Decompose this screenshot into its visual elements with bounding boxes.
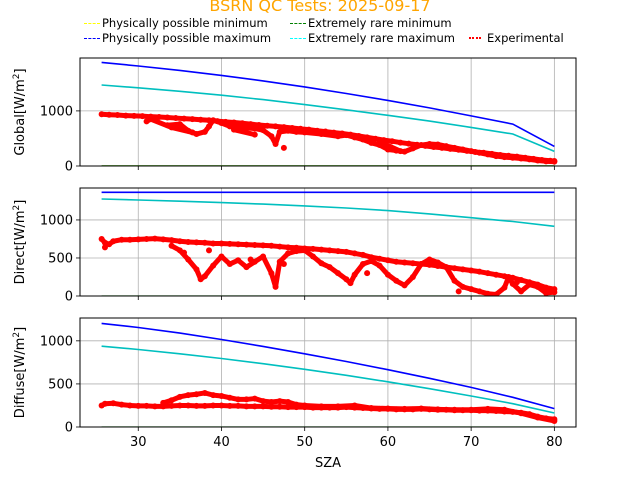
x-tick-label: 40 <box>213 435 230 450</box>
y-tick-label: 0 <box>65 421 73 436</box>
legend-swatch-phys-min <box>84 22 100 24</box>
legend-label-phys-min: Physically possible minimum <box>102 16 268 30</box>
legend-swatch-rare-max <box>290 37 306 39</box>
panel-diffuse: 0 500 1000 Diffuse[W/m2] 30 40 50 60 70 80 SZA <box>12 317 577 471</box>
series-rare-max <box>101 198 555 228</box>
x-tick-label: 50 <box>296 435 313 450</box>
experimental-point <box>397 148 404 155</box>
series-rare-max <box>101 84 555 153</box>
y-label-close: ] <box>13 68 28 73</box>
experimental-segment <box>260 253 274 276</box>
y-label-text: Diffuse[W/m <box>13 338 28 419</box>
legend-entry-phys-min: Physically possible minimum <box>84 16 268 30</box>
x-axis-label: SZA <box>315 456 341 471</box>
y-tick-label: 0 <box>65 160 73 175</box>
y-label-superscript: 2 <box>12 205 22 211</box>
legend-swatch-phys-max <box>84 37 100 39</box>
experimental-segment <box>169 124 195 135</box>
y-tick-label: 0 <box>65 290 73 305</box>
experimental-point <box>181 249 188 256</box>
y-tick-label: 500 <box>48 251 73 266</box>
series-experimental <box>98 235 558 296</box>
legend-label-phys-max: Physically possible maximum <box>102 31 272 45</box>
experimental-point <box>101 244 108 251</box>
experimental-segment <box>377 139 403 154</box>
experimental-point <box>247 256 254 263</box>
experimental-point <box>551 158 558 165</box>
y-tick-label: 1000 <box>40 334 73 349</box>
legend-entry-phys-max: Physically possible maximum <box>84 31 271 45</box>
experimental-segment <box>231 127 258 138</box>
y-tick-label: 500 <box>48 377 73 392</box>
series-experimental <box>98 389 558 424</box>
experimental-point <box>280 261 287 268</box>
x-tick-label: 70 <box>463 435 480 450</box>
experimental-point <box>455 288 462 295</box>
x-tick-label: 60 <box>380 435 397 450</box>
plot-content <box>98 61 558 166</box>
series-phys-max <box>101 322 555 410</box>
experimental-segment <box>273 259 283 290</box>
legend-entry-experimental: Experimental <box>469 31 564 45</box>
y-label-close: ] <box>13 200 28 205</box>
legend-swatch-experimental <box>469 37 481 39</box>
x-tick-label: 80 <box>546 435 563 450</box>
series-rare-max <box>101 345 555 414</box>
y-axis-label: Diffuse[W/m2] <box>12 327 28 418</box>
y-tick-label: 1000 <box>40 213 73 228</box>
series-experimental <box>98 111 558 165</box>
chart-title: BSRN QC Tests: 2025-09-17 <box>209 0 431 15</box>
legend-label-rare-max: Extremely rare maximum <box>308 31 455 45</box>
axes-frame <box>79 317 577 428</box>
experimental-point <box>280 144 287 151</box>
y-label-close: ] <box>13 327 28 332</box>
experimental-point <box>205 247 212 254</box>
legend-label-experimental: Experimental <box>487 31 564 45</box>
experimental-point <box>189 129 196 136</box>
experimental-point <box>551 289 558 296</box>
experimental-segment <box>148 116 175 130</box>
panel-direct: 0 500 1000 Direct[W/m2] <box>12 187 577 305</box>
legend-entry-rare-max: Extremely rare maximum <box>290 31 455 45</box>
y-tick-label: 1000 <box>40 104 73 119</box>
y-axis-label: Global[W/m2] <box>12 68 28 155</box>
y-label-superscript: 2 <box>12 73 22 79</box>
plot-content <box>98 322 558 427</box>
y-label-text: Global[W/m <box>13 79 28 155</box>
panel-global: 0 1000 Global[W/m2] <box>12 57 577 175</box>
plot-content <box>98 191 558 296</box>
axes-frame <box>79 187 577 297</box>
legend-entry-rare-min: Extremely rare minimum <box>290 16 452 30</box>
axes-frame <box>79 57 577 167</box>
experimental-point <box>551 417 558 424</box>
legend-label-rare-min: Extremely rare minimum <box>308 16 452 30</box>
experimental-point <box>251 131 258 138</box>
experimental-point <box>364 270 371 277</box>
y-label-superscript: 2 <box>12 332 22 338</box>
y-axis-label: Direct[W/m2] <box>12 200 28 285</box>
series-phys-max <box>101 61 555 148</box>
legend-swatch-rare-min <box>290 22 306 24</box>
y-label-text: Direct[W/m <box>13 210 28 284</box>
x-tick-label: 30 <box>130 435 147 450</box>
experimental-point <box>513 279 520 286</box>
